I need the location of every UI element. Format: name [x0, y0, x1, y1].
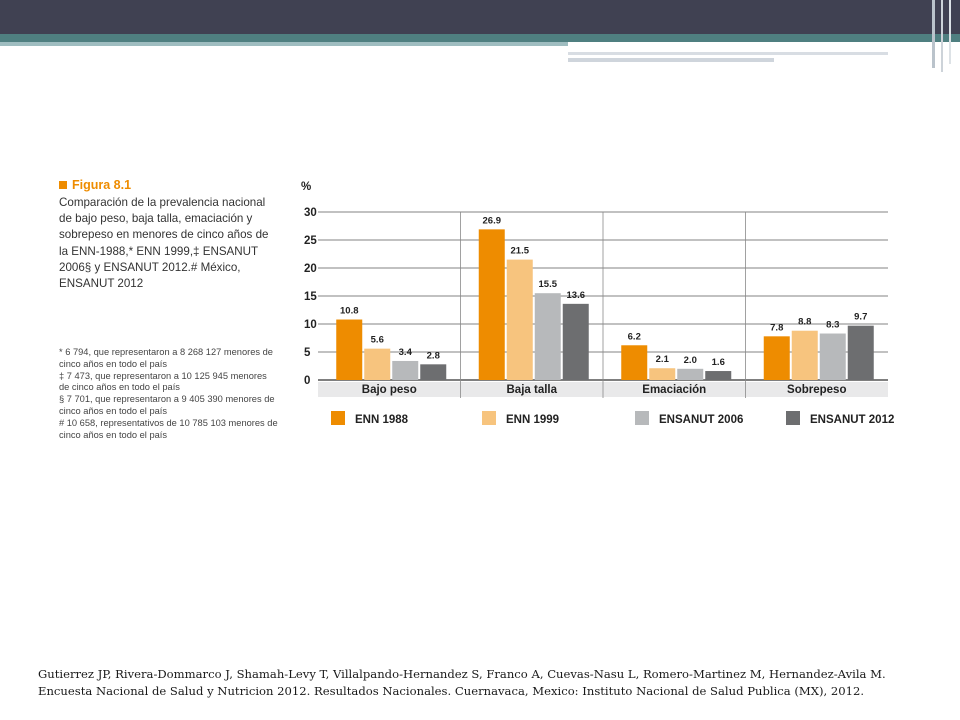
figure-note: § 7 701, que representaron a 9 405 390 m…: [59, 394, 275, 416]
bar: [478, 229, 505, 380]
header-light-band: [0, 42, 568, 46]
figure-caption: Figura 8.1 Comparación de la prevalencia…: [59, 178, 274, 292]
figure-title: Figura 8.1: [59, 178, 274, 192]
x-tick-label: Baja talla: [507, 384, 558, 396]
legend-label: ENN 1988: [355, 414, 409, 426]
data-label: 5.6: [371, 335, 384, 346]
x-tick-label: Sobrepeso: [787, 384, 846, 396]
y-tick-label: 30: [304, 207, 317, 219]
data-label: 6.2: [628, 331, 641, 342]
bar: [705, 371, 732, 380]
figure-description: Comparación de la prevalencia nacional d…: [59, 196, 269, 291]
citation-text: Gutierrez JP, Rivera-Dommarco J, Shamah-…: [38, 667, 886, 698]
figure-note: ‡ 7 473, que representaron a 10 125 945 …: [59, 370, 267, 393]
header-accent-line: [568, 52, 888, 55]
data-label: 8.3: [826, 320, 839, 331]
legend-swatch: [331, 411, 345, 425]
header-accent-line: [568, 58, 774, 62]
legend-swatch: [635, 411, 649, 425]
data-label: 2.0: [684, 355, 697, 366]
data-label: 26.9: [483, 215, 502, 226]
bar: [336, 319, 363, 380]
data-label: 21.5: [511, 246, 530, 257]
header-teal-band: [0, 34, 960, 42]
data-label: 15.5: [539, 279, 558, 290]
bar: [649, 368, 676, 380]
bar: [534, 293, 561, 380]
y-tick-label: 15: [304, 291, 317, 303]
data-label: 2.8: [427, 350, 440, 361]
header-dark-band: [0, 0, 960, 34]
figure-title-text: Figura 8.1: [72, 178, 132, 192]
data-label: 8.8: [798, 317, 811, 328]
bar: [847, 325, 874, 380]
bar: [562, 303, 589, 380]
bar: [392, 360, 419, 380]
figure-note: * 6 794, que representaron a 8 268 127 m…: [59, 347, 273, 369]
y-tick-label: 5: [304, 347, 311, 359]
legend-swatch: [482, 411, 496, 425]
y-tick-label: 0: [304, 375, 310, 387]
data-label: 9.7: [854, 312, 867, 323]
data-label: 10.8: [340, 306, 359, 317]
bar: [763, 336, 790, 380]
x-tick-label: Emaciación: [642, 384, 706, 396]
y-tick-label: 20: [304, 263, 317, 275]
legend-swatch: [786, 411, 800, 425]
title-square-icon: [59, 181, 67, 189]
x-tick-label: Bajo peso: [362, 384, 417, 396]
data-label: 3.4: [399, 347, 413, 358]
y-tick-label: 10: [304, 319, 317, 331]
data-label: 7.8: [770, 322, 783, 333]
figure-note: # 10 658, representativos de 10 785 103 …: [59, 417, 278, 440]
bar: [677, 368, 704, 380]
bar: [420, 364, 447, 380]
y-tick-label: 25: [304, 235, 317, 247]
header-vertical-line: [932, 0, 935, 68]
bar: [506, 259, 533, 380]
legend-label: ENSANUT 2012: [810, 414, 894, 426]
figure-notes: * 6 794, que representaron a 8 268 127 m…: [59, 347, 279, 441]
y-axis-label: %: [301, 181, 311, 193]
bar: [791, 330, 818, 380]
legend-label: ENSANUT 2006: [659, 414, 743, 426]
data-label: 2.1: [656, 354, 670, 365]
bar: [364, 348, 391, 380]
bar: [819, 333, 846, 380]
data-label: 13.6: [567, 290, 586, 301]
bar: [621, 345, 648, 380]
header-vertical-line: [941, 0, 943, 72]
header-vertical-line: [949, 0, 951, 64]
data-label: 1.6: [712, 357, 725, 368]
legend-label: ENN 1999: [506, 414, 559, 426]
